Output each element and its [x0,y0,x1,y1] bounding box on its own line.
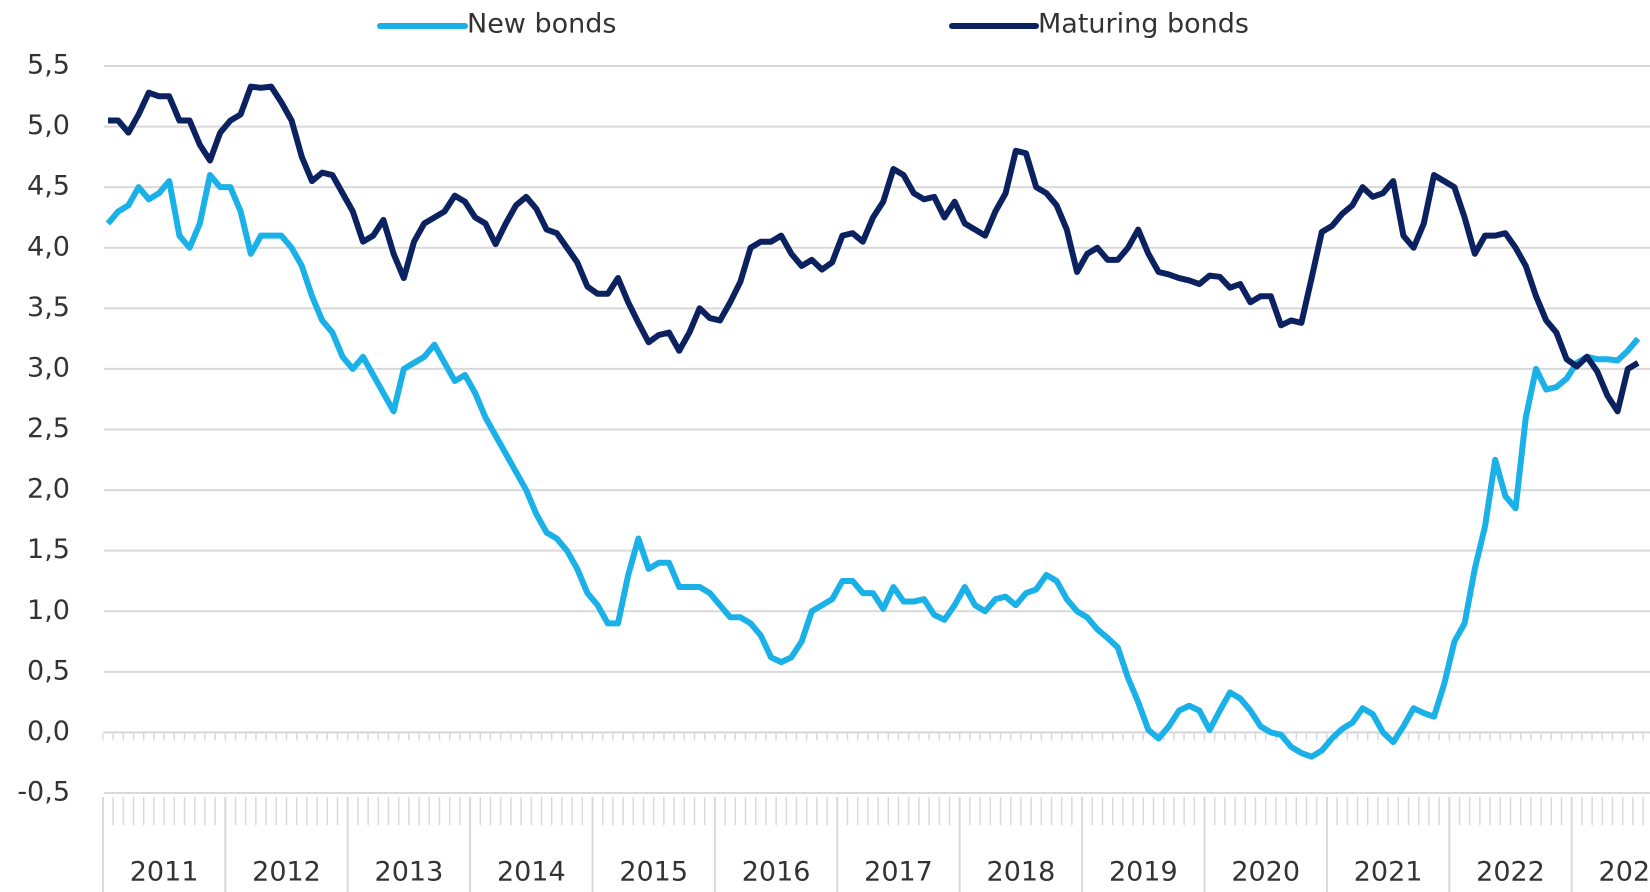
x-tick-label: 2012 [252,857,321,888]
y-tick-label: 3,5 [27,292,70,323]
y-tick-label: 0,0 [27,716,70,747]
x-tick-label: 2021 [1354,857,1423,888]
x-tick-label: 2020 [1231,857,1300,888]
y-tick-label: 1,5 [27,534,70,565]
line-series [108,83,1640,415]
x-tick-label: 2013 [375,857,444,888]
y-tick-label: 2,0 [27,474,70,505]
y-tick-label: -0,5 [17,777,70,808]
y-tick-label: 1,0 [27,595,70,626]
x-tick-label: 2017 [864,857,933,888]
y-tick-label: 4,0 [27,231,70,262]
y-tick-label: 4,5 [27,171,70,202]
line-series [105,172,1641,760]
x-tick-label: 2023 [1599,857,1650,888]
y-tick-label: 3,0 [27,352,70,383]
x-tick-label: 2022 [1476,857,1545,888]
x-tick-label: 2011 [130,857,199,888]
x-tick-label: 2016 [742,857,811,888]
x-tick-label: 2018 [987,857,1056,888]
x-tick-label: 2014 [497,857,566,888]
legend-label: New bonds [467,9,616,40]
x-tick-label: 2015 [619,857,688,888]
y-tick-label: 5,5 [27,50,70,81]
y-tick-label: 5,0 [27,110,70,141]
y-tick-label: 2,5 [27,413,70,444]
y-tick-label: 0,5 [27,655,70,686]
legend-label: Maturing bonds [1038,9,1249,40]
x-tick-label: 2019 [1109,857,1178,888]
